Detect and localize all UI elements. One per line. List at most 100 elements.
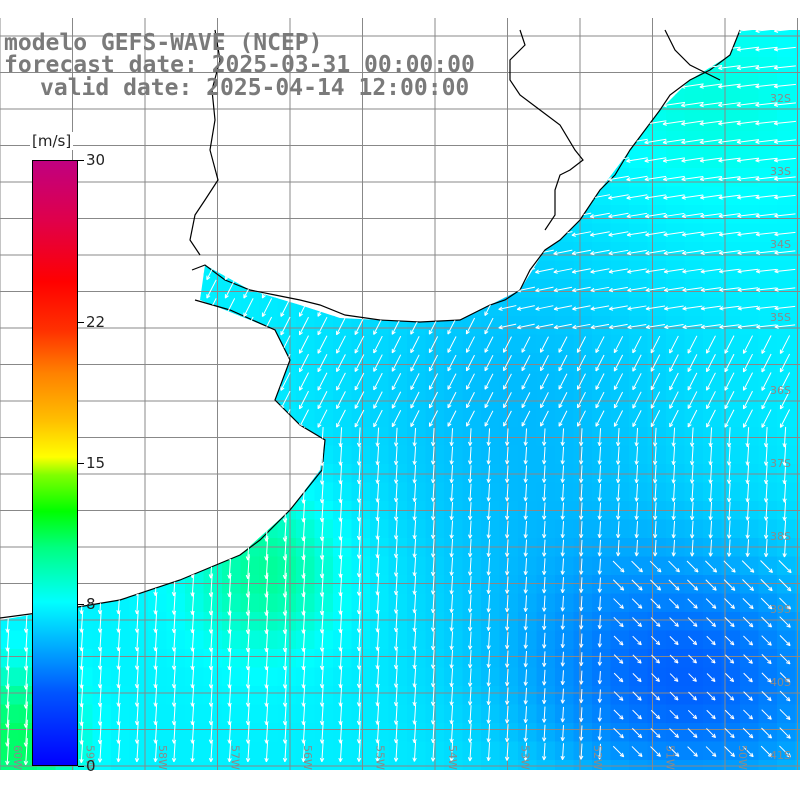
wind-arrow-head bbox=[497, 158, 502, 163]
wind-arrow bbox=[626, 175, 648, 181]
wind-arrow-head bbox=[736, 121, 741, 125]
wind-arrow-head bbox=[645, 306, 650, 310]
wind-arrow bbox=[700, 231, 722, 236]
ocean-cell bbox=[407, 704, 427, 724]
ocean-cell bbox=[777, 704, 797, 724]
wind-arrow-head bbox=[699, 102, 704, 106]
wind-arrow-head bbox=[718, 102, 722, 106]
wind-arrow-head bbox=[169, 295, 174, 299]
ocean-cell bbox=[166, 427, 186, 447]
wind-arrow-head bbox=[247, 480, 251, 485]
ocean-cell bbox=[481, 519, 501, 539]
ocean-cell bbox=[592, 57, 612, 77]
wind-arrow-head bbox=[410, 313, 415, 317]
ocean-cell bbox=[684, 723, 704, 743]
wind-arrow bbox=[746, 445, 750, 466]
ocean-cell bbox=[388, 427, 408, 447]
wind-arrow-head bbox=[644, 140, 649, 144]
wind-arrow-head bbox=[682, 308, 687, 311]
wind-arrow-head bbox=[336, 36, 340, 40]
wind-arrow-head bbox=[578, 441, 582, 446]
ocean-cell bbox=[555, 186, 575, 206]
wind-arrow-head bbox=[699, 68, 704, 71]
ocean-cell bbox=[444, 538, 464, 558]
wind-arrow-head bbox=[644, 49, 649, 52]
wind-arrow-head bbox=[718, 250, 723, 254]
wind-arrow-head bbox=[429, 368, 433, 372]
ocean-cell bbox=[148, 223, 168, 243]
ocean-cell bbox=[740, 612, 760, 632]
wind-arrow-head bbox=[691, 442, 695, 447]
wind-arrow-head bbox=[534, 197, 539, 200]
wind-arrow-head bbox=[173, 480, 177, 485]
wind-arrow-head bbox=[488, 441, 491, 446]
wind-arrow-head bbox=[535, 308, 540, 311]
ocean-cell bbox=[555, 168, 575, 188]
wind-arrow-head bbox=[410, 423, 415, 427]
wind-arrow-head bbox=[243, 147, 248, 151]
ocean-cell bbox=[222, 353, 242, 373]
ocean-cell bbox=[592, 612, 612, 632]
ocean-cell bbox=[481, 334, 501, 354]
wind-arrow bbox=[206, 205, 217, 225]
ocean-cell bbox=[407, 316, 427, 336]
ocean-cell bbox=[185, 741, 205, 761]
wind-arrow-head bbox=[395, 442, 399, 447]
wind-arrow bbox=[76, 168, 88, 188]
wind-arrow-head bbox=[95, 184, 100, 188]
wind-arrow-head bbox=[599, 460, 602, 465]
ocean-cell bbox=[407, 667, 427, 687]
ocean-cell bbox=[703, 408, 723, 428]
wind-arrow-head bbox=[206, 221, 211, 225]
ocean-cell bbox=[111, 149, 131, 169]
wind-arrow-head bbox=[373, 257, 378, 262]
ocean-cell bbox=[166, 371, 186, 391]
wind-arrow bbox=[483, 113, 495, 132]
wind-arrow-head bbox=[354, 36, 359, 40]
wind-arrow bbox=[317, 187, 328, 206]
wind-arrow-head bbox=[208, 443, 212, 448]
ocean-cell bbox=[555, 390, 575, 410]
ocean-cell bbox=[499, 538, 519, 558]
wind-arrow-head bbox=[132, 110, 137, 114]
wind-arrow-head bbox=[743, 387, 747, 391]
wind-arrow-head bbox=[558, 423, 563, 427]
ocean-cell bbox=[610, 131, 630, 151]
ocean-cell bbox=[148, 112, 168, 132]
wind-arrow-head bbox=[23, 443, 27, 448]
ocean-cell bbox=[0, 686, 20, 706]
ocean-cell bbox=[351, 630, 371, 650]
wind-arrow-head bbox=[540, 349, 544, 353]
ocean-cell bbox=[111, 593, 131, 613]
ocean-cell bbox=[573, 686, 593, 706]
ocean-cell bbox=[388, 741, 408, 761]
ocean-cell bbox=[370, 223, 390, 243]
wind-arrow-head bbox=[700, 178, 705, 182]
wind-arrow bbox=[743, 390, 753, 410]
wind-arrow bbox=[21, 409, 32, 428]
wind-arrow-head bbox=[699, 176, 704, 180]
wind-arrow-head bbox=[428, 165, 433, 169]
wind-arrow-head bbox=[188, 295, 192, 299]
wind-arrow-head bbox=[151, 221, 155, 225]
ocean-cell bbox=[296, 205, 316, 225]
wind-arrow-head bbox=[718, 86, 723, 89]
wind-arrow-head bbox=[113, 202, 118, 207]
wind-arrow-head bbox=[626, 234, 632, 237]
wind-arrow-head bbox=[262, 424, 266, 428]
wind-arrow bbox=[515, 138, 537, 144]
ocean-cell bbox=[481, 704, 501, 724]
wind-arrow-head bbox=[391, 276, 396, 280]
wind-arrow-head bbox=[552, 47, 557, 51]
ocean-field bbox=[0, 30, 800, 770]
ocean-cell bbox=[721, 38, 741, 58]
wind-arrow bbox=[590, 231, 610, 236]
wind-arrow bbox=[413, 446, 417, 465]
wind-arrow-head bbox=[535, 306, 540, 310]
wind-arrow-head bbox=[689, 442, 693, 447]
ocean-cell bbox=[166, 149, 186, 169]
ocean-cell bbox=[296, 760, 316, 770]
wind-arrow-head bbox=[534, 158, 539, 162]
ocean-cell bbox=[111, 186, 131, 206]
wind-arrow-head bbox=[724, 405, 729, 410]
